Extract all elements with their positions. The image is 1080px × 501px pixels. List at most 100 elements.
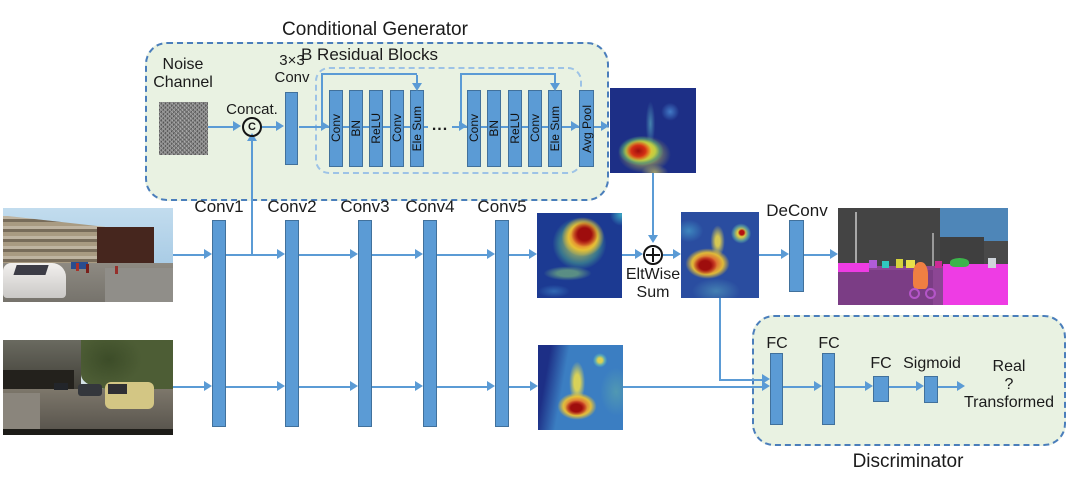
sigmoid-block bbox=[924, 376, 938, 403]
flow-line bbox=[226, 386, 277, 388]
arrowhead bbox=[762, 381, 770, 391]
deconv-label: DeConv bbox=[766, 201, 828, 220]
conv2-block bbox=[285, 220, 299, 427]
target-image-real bbox=[3, 340, 173, 435]
combined-feature-map bbox=[681, 212, 759, 298]
res2-conv2-block: Conv bbox=[528, 90, 542, 167]
conv3x3-label: 3×3 Conv bbox=[274, 52, 310, 86]
conv4-block bbox=[423, 220, 437, 427]
hood bbox=[3, 429, 173, 435]
flow-line bbox=[835, 386, 865, 388]
avg-pool-block: Avg Pool bbox=[579, 90, 594, 167]
arrowhead bbox=[487, 381, 495, 391]
flow-line bbox=[173, 386, 204, 388]
car-window bbox=[108, 383, 128, 395]
arrowhead bbox=[762, 374, 770, 384]
fc1-label: FC bbox=[766, 335, 788, 352]
seg-rider bbox=[912, 262, 929, 290]
res2-elesum-block: Ele Sum bbox=[548, 90, 562, 167]
flow-line bbox=[938, 386, 957, 388]
res1-conv-block: Conv bbox=[329, 90, 343, 167]
seg-pole bbox=[855, 211, 857, 271]
flow-line bbox=[299, 386, 350, 388]
flow-line bbox=[208, 126, 234, 128]
noise-channel-label: Noise Channel bbox=[153, 56, 213, 91]
arrowhead bbox=[957, 381, 965, 391]
flow-line bbox=[437, 254, 487, 256]
arrowhead bbox=[916, 381, 924, 391]
skip-connection-line bbox=[460, 74, 462, 126]
conv5-block bbox=[495, 220, 509, 427]
arrowhead bbox=[635, 249, 643, 259]
seg-person bbox=[895, 259, 903, 269]
concat-icon: C bbox=[242, 117, 262, 137]
arrowhead bbox=[415, 249, 423, 259]
skip-connection-line bbox=[321, 73, 417, 75]
flow-line bbox=[663, 254, 673, 256]
conv3-block bbox=[358, 220, 372, 427]
concat-label: Concat. bbox=[226, 101, 278, 118]
arrowhead bbox=[350, 381, 358, 391]
target-feature-map bbox=[538, 345, 623, 430]
pedestrian bbox=[76, 262, 80, 271]
flow-line bbox=[226, 254, 277, 256]
arrowhead bbox=[781, 249, 789, 259]
sidewalk bbox=[3, 393, 41, 435]
arrowhead bbox=[530, 381, 538, 391]
conv1-label: Conv1 bbox=[194, 197, 244, 216]
flow-line bbox=[719, 379, 762, 381]
flow-line bbox=[299, 254, 350, 256]
seg-sidewalk bbox=[838, 263, 869, 272]
skip-connection-line bbox=[416, 75, 418, 83]
residual-blocks-title: B Residual Blocks bbox=[300, 45, 438, 64]
conv4-label: Conv4 bbox=[405, 197, 455, 216]
flow-line bbox=[804, 254, 830, 256]
trees bbox=[81, 340, 173, 390]
res2-bn-block: BN bbox=[487, 90, 501, 167]
fc3-block bbox=[873, 376, 889, 402]
blue-car bbox=[71, 261, 88, 270]
fc2-label: FC bbox=[818, 335, 840, 352]
res1-relu-block: ReLU bbox=[369, 90, 383, 167]
arrowhead bbox=[412, 83, 422, 91]
flow-line bbox=[623, 386, 762, 388]
flow-line bbox=[372, 254, 415, 256]
seg-person bbox=[906, 260, 915, 269]
flow-line bbox=[622, 254, 635, 256]
seg-person bbox=[868, 260, 878, 269]
deconv-block bbox=[789, 220, 804, 292]
conv2-label: Conv2 bbox=[267, 197, 317, 216]
arrowhead bbox=[571, 121, 579, 131]
seg-sidewalk bbox=[943, 264, 1008, 305]
arrowhead bbox=[415, 381, 423, 391]
arrowhead bbox=[830, 249, 838, 259]
flow-line bbox=[509, 386, 530, 388]
conv1-block bbox=[212, 220, 226, 427]
arrowhead bbox=[487, 249, 495, 259]
arrowhead bbox=[350, 249, 358, 259]
arrowhead bbox=[204, 381, 212, 391]
skip-connection-line bbox=[554, 75, 556, 83]
source-feature-map bbox=[537, 213, 622, 298]
flow-line bbox=[719, 298, 721, 380]
conv3x3-block bbox=[285, 92, 298, 165]
seg-bicycle-wheel bbox=[924, 287, 936, 299]
windshield bbox=[13, 265, 49, 276]
fc1-block bbox=[770, 353, 783, 425]
flow-line bbox=[262, 126, 277, 128]
discriminator-box bbox=[752, 315, 1066, 446]
conditional-generator-title: Conditional Generator bbox=[282, 19, 468, 40]
flow-line bbox=[509, 254, 529, 256]
flow-line bbox=[652, 173, 654, 235]
arrowhead bbox=[648, 235, 658, 243]
arrowhead bbox=[204, 249, 212, 259]
res1-elesum-block: Ele Sum bbox=[410, 90, 424, 167]
arrowhead bbox=[529, 249, 537, 259]
seg-person bbox=[987, 258, 997, 269]
conv5-label: Conv5 bbox=[477, 197, 527, 216]
arrowhead bbox=[673, 249, 681, 259]
source-image-synthetic bbox=[3, 208, 173, 302]
flow-line bbox=[173, 254, 204, 256]
eltwise-sum-label: EltWise Sum bbox=[625, 266, 681, 301]
